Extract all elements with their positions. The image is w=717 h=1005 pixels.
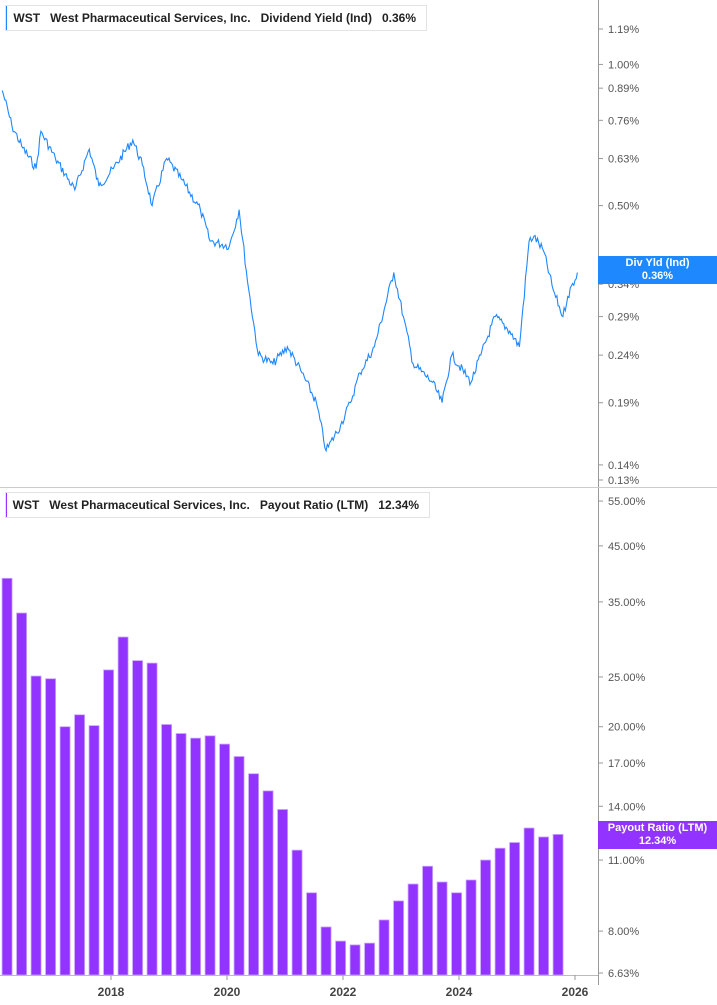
y-tick-label: 14.00% <box>608 801 646 813</box>
payout-bar <box>103 669 114 976</box>
payout-bar <box>30 675 42 976</box>
x-tick-label: 2020 <box>214 985 241 999</box>
x-tick-label: 2022 <box>330 985 357 999</box>
payout-bar <box>552 834 564 976</box>
payout-bar <box>74 714 85 976</box>
y-tick-label: 11.00% <box>608 855 645 867</box>
legend-company: West Pharmaceutical Services, Inc. <box>49 498 250 512</box>
y-tick-label: 35.00% <box>608 597 646 609</box>
x-tick-label: 2026 <box>562 985 589 999</box>
x-tick-label: 2024 <box>446 985 473 999</box>
tag-label: Payout Ratio (LTM) <box>607 822 708 834</box>
payout-bar <box>277 809 288 976</box>
y-tick-label: 6.63% <box>608 968 639 980</box>
payout-ratio-price-tag: Payout Ratio (LTM) 12.34% <box>598 821 717 849</box>
payout-bar <box>378 919 390 976</box>
payout-bar <box>349 944 361 976</box>
payout-bar <box>523 827 535 976</box>
y-tick-label: 17.00% <box>608 758 646 770</box>
legend-company: West Pharmaceutical Services, Inc. <box>50 11 251 25</box>
y-tick-label: 0.24% <box>608 350 639 362</box>
top-legend: WST West Pharmaceutical Services, Inc. D… <box>5 5 427 31</box>
payout-bar <box>407 883 419 976</box>
payout-bar <box>45 678 56 976</box>
legend-metric: Dividend Yield (Ind) <box>260 11 372 25</box>
tag-value: 0.36% <box>641 270 674 282</box>
y-tick-label: 1.19% <box>608 24 639 36</box>
payout-bar <box>204 735 216 976</box>
y-tick-label: 0.76% <box>608 115 639 127</box>
payout-bar <box>306 892 317 976</box>
y-tick-label: 0.13% <box>608 475 639 487</box>
payout-bar <box>465 879 477 976</box>
y-tick-label: 1.00% <box>608 59 639 71</box>
payout-bar <box>16 612 27 976</box>
payout-bar <box>422 865 433 976</box>
payout-bar <box>494 847 506 976</box>
legend-value: 0.36% <box>381 11 416 25</box>
legend-value: 12.34% <box>378 498 419 512</box>
tag-value: 12.34% <box>638 835 677 847</box>
payout-bar <box>233 756 245 976</box>
div-yield-price-tag: Div Yld (Ind) 0.36% <box>598 256 717 284</box>
payout-bar <box>509 842 520 976</box>
payout-bar <box>117 636 129 976</box>
dividend-yield-line <box>1 90 578 453</box>
payout-bar <box>88 725 100 976</box>
payout-bar <box>59 726 71 976</box>
payout-bar <box>132 660 143 976</box>
legend-metric: Payout Ratio (LTM) <box>259 498 369 512</box>
payout-bar <box>146 662 158 976</box>
legend-ticker: WST <box>13 11 41 25</box>
payout-bar <box>190 737 201 976</box>
payout-bar <box>262 790 274 976</box>
payout-bar <box>393 900 404 976</box>
payout-bar <box>538 836 549 976</box>
legend-color-swatch <box>6 6 8 30</box>
y-tick-label: 25.00% <box>608 672 646 684</box>
payout-bar <box>175 733 187 976</box>
payout-bar <box>320 926 332 976</box>
payout-bar <box>335 940 346 976</box>
bottom-legend: WST West Pharmaceutical Services, Inc. P… <box>5 492 430 518</box>
y-tick-label: 55.00% <box>608 496 646 508</box>
y-tick-label: 20.00% <box>608 722 646 734</box>
payout-bar <box>364 942 375 976</box>
y-tick-label: 0.89% <box>608 83 639 95</box>
payout-bar <box>436 881 448 976</box>
payout-bar <box>161 724 172 976</box>
y-tick-label: 8.00% <box>608 926 639 938</box>
payout-bar <box>219 743 230 976</box>
payout-bar <box>1 577 13 976</box>
y-tick-label: 0.19% <box>608 398 639 410</box>
payout-bar <box>291 849 303 976</box>
payout-bar <box>451 892 462 976</box>
tag-label: Div Yld (Ind) <box>625 257 690 269</box>
legend-color-swatch <box>6 493 7 517</box>
payout-bar <box>248 773 259 976</box>
y-tick-label: 0.63% <box>608 154 639 166</box>
y-tick-label: 45.00% <box>608 541 646 553</box>
x-tick-label: 2018 <box>98 985 125 999</box>
y-tick-label: 0.50% <box>608 201 639 213</box>
payout-bar <box>480 859 491 976</box>
y-tick-label: 0.29% <box>608 312 639 324</box>
y-tick-label: 0.14% <box>608 460 639 472</box>
legend-ticker: WST <box>12 498 40 512</box>
